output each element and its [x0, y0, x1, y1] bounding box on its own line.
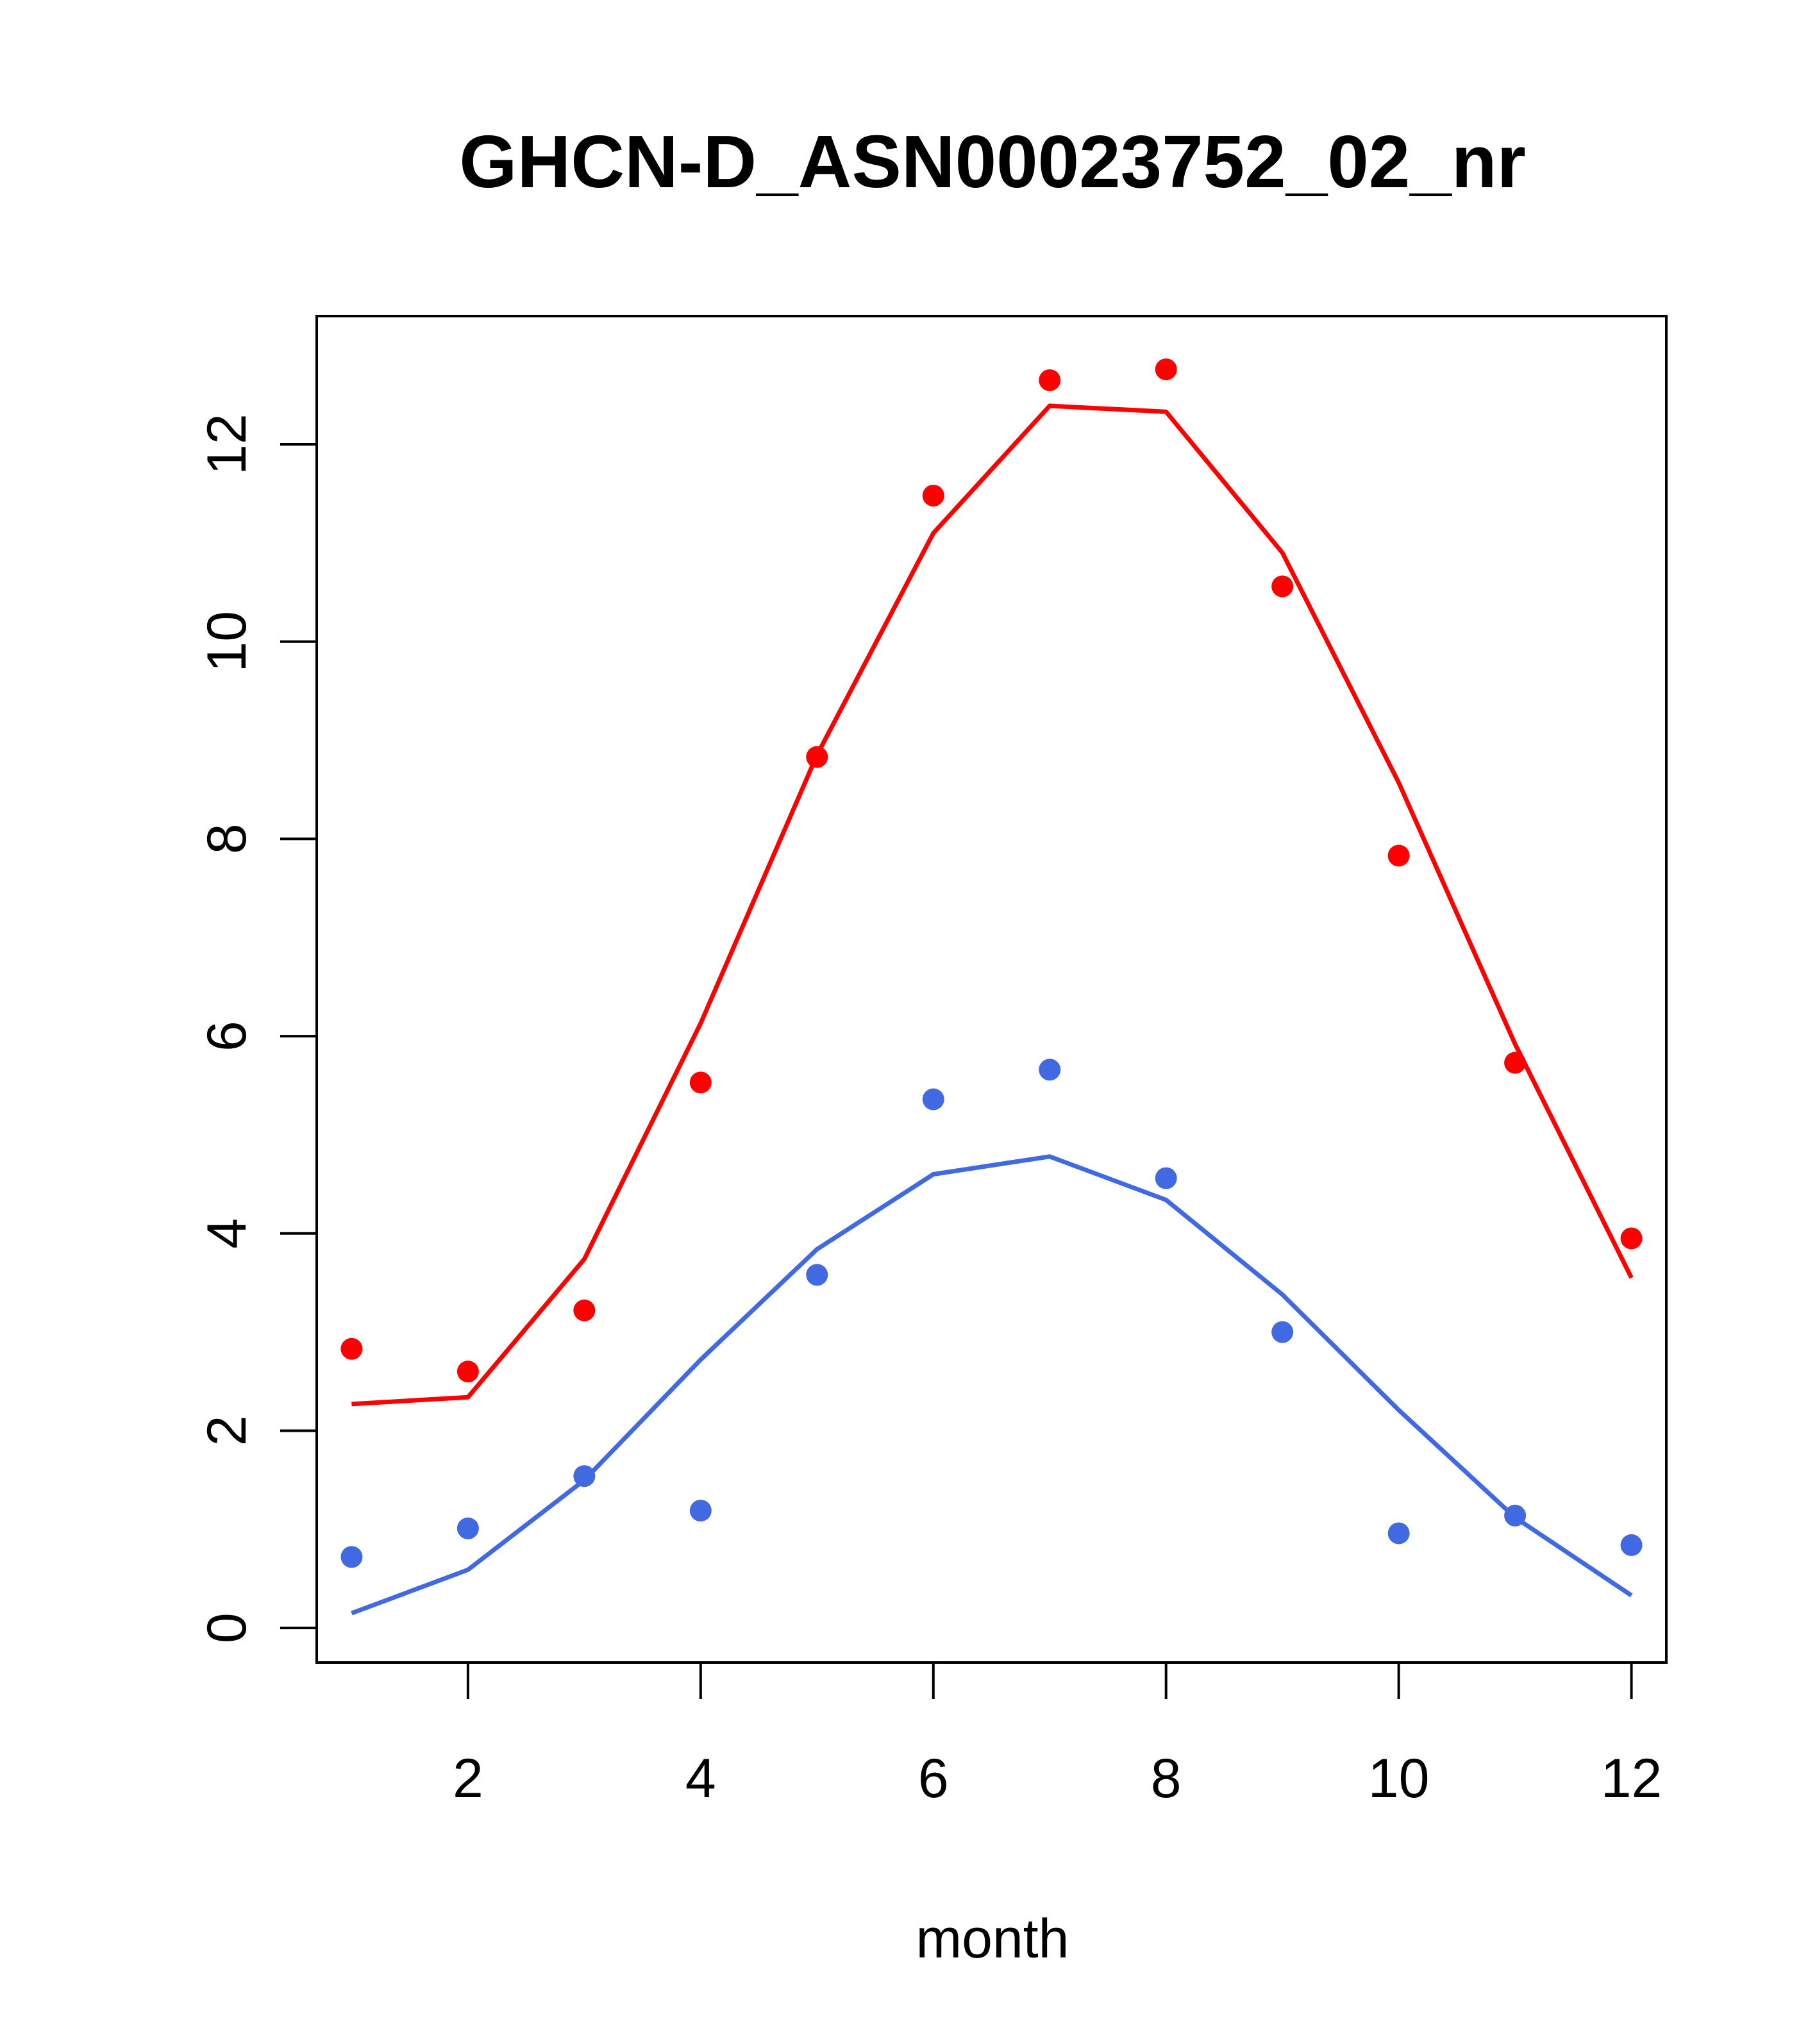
data-point — [1039, 1059, 1061, 1081]
data-point — [806, 746, 828, 768]
data-point — [573, 1299, 596, 1321]
x-tick-label: 12 — [1601, 1748, 1662, 1809]
data-point — [1155, 1167, 1177, 1189]
data-point — [1504, 1051, 1527, 1074]
y-tick-label: 4 — [196, 1218, 258, 1249]
series-layer — [340, 358, 1643, 1616]
data-point — [689, 1500, 712, 1522]
x-axis-label: month — [916, 1908, 1069, 1970]
series-line — [351, 1154, 1633, 1616]
data-point — [1620, 1534, 1643, 1556]
x-tick-label: 10 — [1368, 1748, 1430, 1809]
x-axis: 2 4 6 8 10 12 — [453, 1661, 1662, 1809]
series-2 — [340, 1059, 1643, 1616]
data-point — [340, 1546, 363, 1568]
y-tick-label: 8 — [196, 823, 258, 854]
data-point — [1155, 358, 1177, 381]
x-tick-label: 2 — [453, 1748, 483, 1809]
data-point — [1387, 844, 1410, 867]
data-point — [1039, 369, 1061, 391]
y-tick-label: 12 — [196, 414, 258, 475]
x-tick-label: 4 — [685, 1748, 716, 1809]
x-tick-label: 6 — [918, 1748, 949, 1809]
data-point — [689, 1071, 712, 1094]
data-point — [1620, 1227, 1643, 1250]
data-point — [806, 1264, 828, 1286]
data-point — [1387, 1522, 1410, 1545]
data-point — [456, 1517, 479, 1539]
data-point — [456, 1361, 479, 1383]
data-point — [1271, 575, 1294, 598]
y-tick-label: 10 — [196, 611, 258, 673]
y-tick-label: 0 — [196, 1613, 258, 1643]
plot-frame — [315, 315, 1668, 1664]
data-point — [573, 1465, 596, 1487]
series-1 — [340, 358, 1643, 1407]
series-line — [351, 403, 1634, 1407]
data-point — [1271, 1321, 1294, 1343]
data-point — [922, 485, 944, 507]
y-axis: 0 2 4 6 8 10 12 — [196, 414, 318, 1643]
data-point — [1504, 1504, 1527, 1527]
x-tick-label: 8 — [1151, 1748, 1182, 1809]
y-tick-label: 6 — [196, 1021, 258, 1051]
data-point — [340, 1337, 363, 1360]
data-point — [922, 1088, 944, 1110]
chart-title: GHCN-D_ASN00023752_02_nr — [459, 120, 1526, 203]
y-tick-label: 2 — [196, 1416, 258, 1446]
